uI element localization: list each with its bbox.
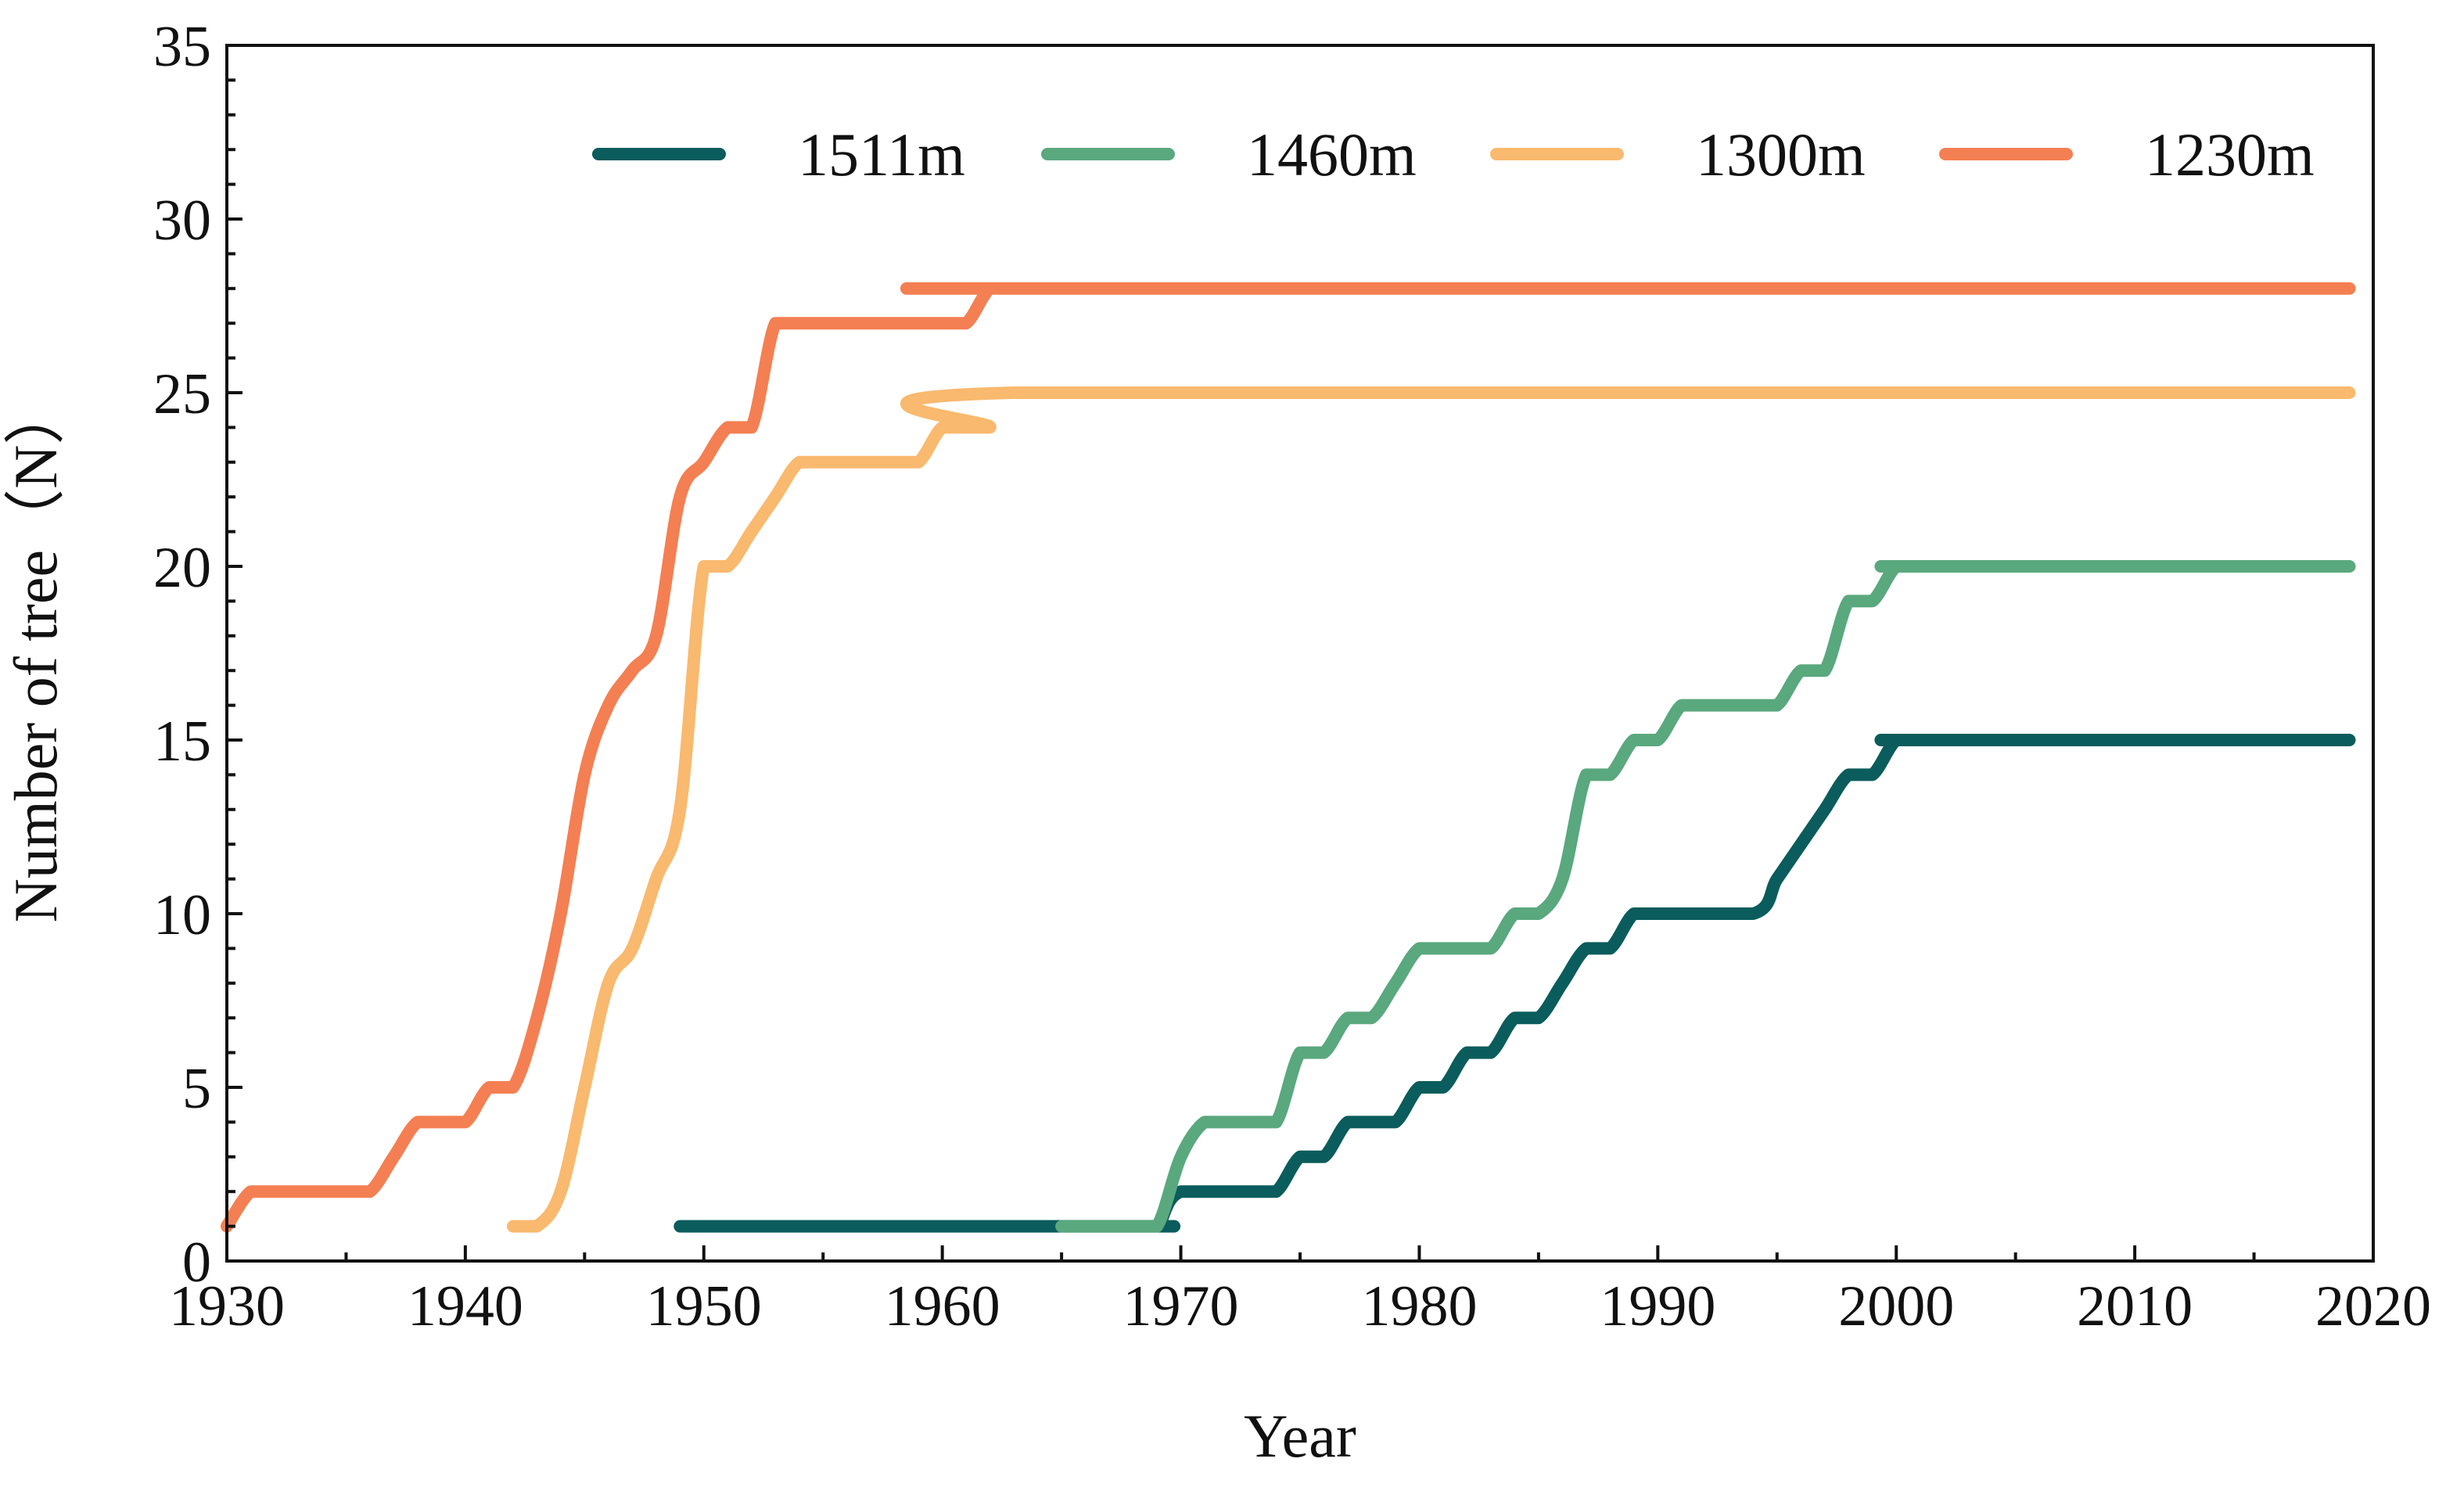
- y-tick-label: 15: [153, 710, 211, 774]
- x-tick-label: 2020: [2315, 1274, 2431, 1338]
- x-tick-label: 1980: [1361, 1274, 1477, 1338]
- legend: 1511m 1460m 1300m 1230m: [592, 120, 2315, 189]
- y-tick-label: 0: [182, 1231, 211, 1295]
- x-tick-label: 2010: [2077, 1274, 2193, 1338]
- x-tick-label: 1990: [1600, 1274, 1715, 1338]
- x-tick-label: 1960: [885, 1274, 1000, 1338]
- series-line-1230m: [221, 282, 2356, 1233]
- y-tick-label: 5: [182, 1057, 211, 1121]
- legend-label-1300m: 1300m: [1696, 120, 1866, 189]
- legend-label-1460m: 1460m: [1247, 120, 1417, 189]
- series-line-1511m: [673, 733, 2356, 1233]
- x-tick-label: 1970: [1123, 1274, 1239, 1338]
- plot-frame: [225, 44, 2375, 1263]
- x-tick-label: 2000: [1838, 1274, 1954, 1338]
- y-tick-label: 20: [153, 536, 211, 600]
- x-tick-label: 1930: [169, 1274, 285, 1338]
- y-tick-label: 35: [153, 15, 211, 79]
- y-tick-label: 25: [153, 362, 211, 426]
- y-tick-label: 10: [153, 883, 211, 947]
- series-line-1460m: [1055, 559, 2356, 1233]
- legend-label-1230m: 1230m: [2145, 120, 2315, 189]
- axis-ticks: 1930 1940 1950 1960 1970 1980 1990 2000 2010 2020…: [153, 15, 2431, 1338]
- x-tick-label: 1950: [646, 1274, 762, 1338]
- x-tick-label: 1940: [408, 1274, 523, 1338]
- y-tick-label: 30: [153, 189, 211, 253]
- series-line-1300m: [506, 386, 2356, 1233]
- series-lines: [221, 282, 2356, 1233]
- x-axis-label: Year: [1244, 1402, 1356, 1470]
- y-axis-label: Number of tree（N）: [2, 384, 70, 923]
- legend-label-1511m: 1511m: [798, 120, 965, 189]
